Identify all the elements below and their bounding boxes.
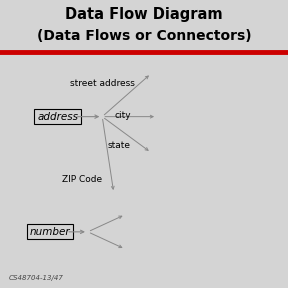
Text: ZIP Code: ZIP Code <box>62 175 102 185</box>
Text: street address: street address <box>70 79 135 88</box>
Text: (Data Flows or Connectors): (Data Flows or Connectors) <box>37 29 251 43</box>
Text: address: address <box>37 112 78 122</box>
Text: state: state <box>108 141 131 150</box>
Text: CS48704-13/47: CS48704-13/47 <box>9 275 64 281</box>
Text: Data Flow Diagram: Data Flow Diagram <box>65 7 223 22</box>
Text: number: number <box>30 227 71 237</box>
Text: city: city <box>114 111 131 120</box>
